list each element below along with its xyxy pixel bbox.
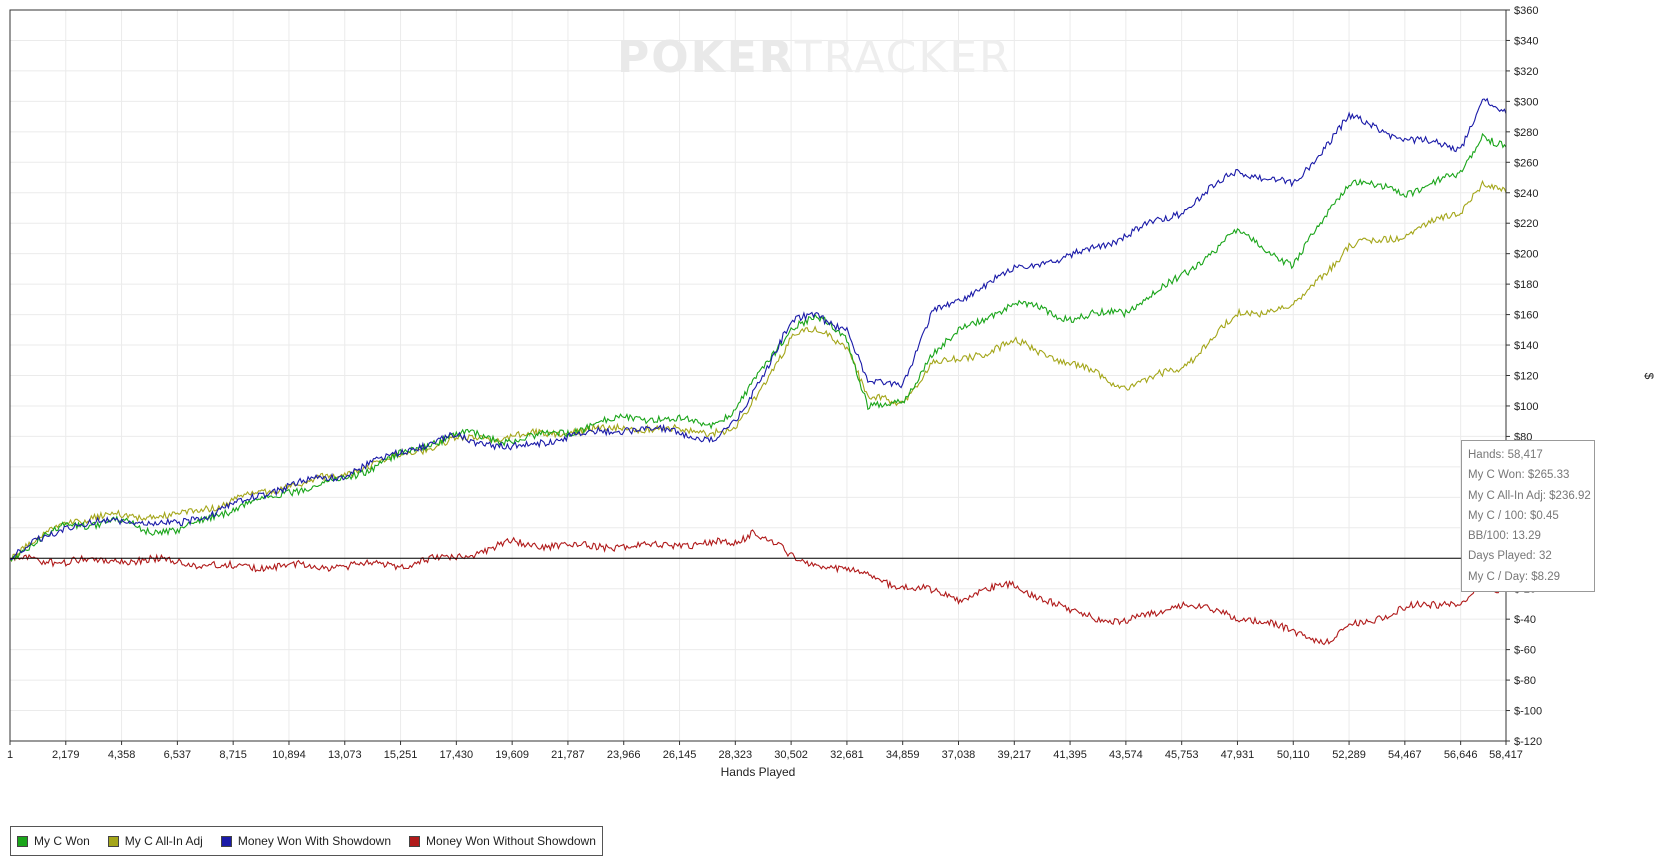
x-tick-label: 21,787 xyxy=(551,749,585,761)
x-tick-label: 1 xyxy=(7,749,13,761)
stat-line: Days Played: 32 xyxy=(1468,550,1552,563)
y-tick-label: $180 xyxy=(1514,279,1538,291)
y-tick-label: $340 xyxy=(1514,35,1538,47)
legend-item[interactable]: My C All-In Adj xyxy=(107,834,203,848)
x-tick-label: 43,574 xyxy=(1109,749,1143,761)
y-tick-label: $260 xyxy=(1514,157,1538,169)
legend-item[interactable]: Money Won Without Showdown xyxy=(409,834,596,848)
grid-lines xyxy=(9,9,1507,742)
y-tick-label: $300 xyxy=(1514,96,1538,108)
series-line-my-c-all-in-adj xyxy=(9,179,1507,563)
x-tick-label: 39,217 xyxy=(997,749,1031,761)
legend-label: My C Won xyxy=(34,834,90,848)
x-axis-ticks: 1 2,179 4,358 6,537 8,715 10,894 13,073 15,251 1… xyxy=(7,741,1523,761)
y-tick-label: $-100 xyxy=(1514,706,1542,718)
y-tick-label: $140 xyxy=(1514,340,1538,352)
x-tick-label: 30,502 xyxy=(774,749,808,761)
x-tick-label: 23,966 xyxy=(607,749,641,761)
x-tick-label: 10,894 xyxy=(272,749,306,761)
x-tick-label: 28,323 xyxy=(718,749,752,761)
y-axis-ticks: $360 $340 $320 $300 $280 $260 $240 $220 $200 $180… xyxy=(1506,5,1542,748)
y-tick-label: $360 xyxy=(1514,5,1538,17)
series-line-my-c-won xyxy=(9,132,1507,562)
legend-label: Money Won Without Showdown xyxy=(426,834,596,848)
x-tick-label: 4,358 xyxy=(108,749,136,761)
x-tick-label: 50,110 xyxy=(1277,749,1310,761)
legend-item[interactable]: My C Won xyxy=(17,834,90,848)
watermark-logo: POKERTRACKER xyxy=(617,32,1012,83)
series-line-money-won-with-showdown xyxy=(9,97,1507,561)
x-tick-label: 17,430 xyxy=(440,749,474,761)
x-tick-label: 26,145 xyxy=(663,749,697,761)
y-tick-label: $120 xyxy=(1514,371,1538,383)
y-tick-label: $320 xyxy=(1514,66,1538,78)
y-tick-label: $200 xyxy=(1514,249,1538,261)
y-tick-label: $280 xyxy=(1514,127,1538,139)
x-tick-label: 41,395 xyxy=(1053,749,1087,761)
stat-line: Hands: 58,417 xyxy=(1468,449,1543,461)
x-tick-label: 19,609 xyxy=(495,749,529,761)
x-tick-label: 58,417 xyxy=(1489,749,1523,761)
y-tick-label: $220 xyxy=(1514,218,1538,230)
y-tick-label: $240 xyxy=(1514,188,1538,200)
x-tick-label: 52,289 xyxy=(1332,749,1366,761)
y-tick-label: $100 xyxy=(1514,401,1538,413)
y-tick-label: $-40 xyxy=(1514,614,1536,626)
x-tick-label: 56,646 xyxy=(1444,749,1478,761)
y-axis-title: $ xyxy=(1642,373,1656,380)
x-tick-label: 2,179 xyxy=(52,749,80,761)
y-tick-label: $160 xyxy=(1514,310,1538,322)
x-tick-label: 8,715 xyxy=(219,749,247,761)
series-line-money-won-without-showdown xyxy=(9,529,1507,646)
y-tick-label: $-80 xyxy=(1514,675,1536,687)
legend-label: My C All-In Adj xyxy=(124,834,203,848)
chart-legend: My C Won My C All-In Adj Money Won With Sh… xyxy=(10,826,603,856)
x-axis-title: Hands Played xyxy=(721,765,796,779)
x-tick-label: 47,931 xyxy=(1221,749,1255,761)
stat-line: My C / 100: $0.45 xyxy=(1468,509,1559,522)
y-tick-label: $-120 xyxy=(1514,736,1542,748)
legend-label: Money Won With Showdown xyxy=(237,834,392,848)
x-tick-label: 6,537 xyxy=(164,749,192,761)
x-tick-label: 34,859 xyxy=(886,749,920,761)
x-tick-label: 15,251 xyxy=(384,749,418,761)
x-tick-label: 54,467 xyxy=(1388,749,1422,761)
stat-line: BB/100: 13.29 xyxy=(1468,530,1541,543)
legend-swatch xyxy=(220,835,232,847)
x-tick-label: 37,038 xyxy=(942,749,976,761)
series-layer xyxy=(9,97,1507,646)
y-tick-label: $-60 xyxy=(1514,645,1536,657)
legend-swatch xyxy=(107,835,119,847)
legend-item[interactable]: Money Won With Showdown xyxy=(220,834,392,848)
stat-line: My C Won: $265.33 xyxy=(1468,469,1570,482)
stat-line: My C All-In Adj: $236.92 xyxy=(1468,489,1591,502)
stats-tooltip: Hands: 58,417 My C Won: $265.33 My C All-I… xyxy=(1461,440,1595,593)
x-tick-label: 32,681 xyxy=(830,749,864,761)
stat-line: My C / Day: $8.29 xyxy=(1468,570,1561,583)
legend-swatch xyxy=(409,835,421,847)
x-tick-label: 13,073 xyxy=(328,749,362,761)
x-tick-label: 45,753 xyxy=(1165,749,1199,761)
legend-swatch xyxy=(17,835,28,847)
